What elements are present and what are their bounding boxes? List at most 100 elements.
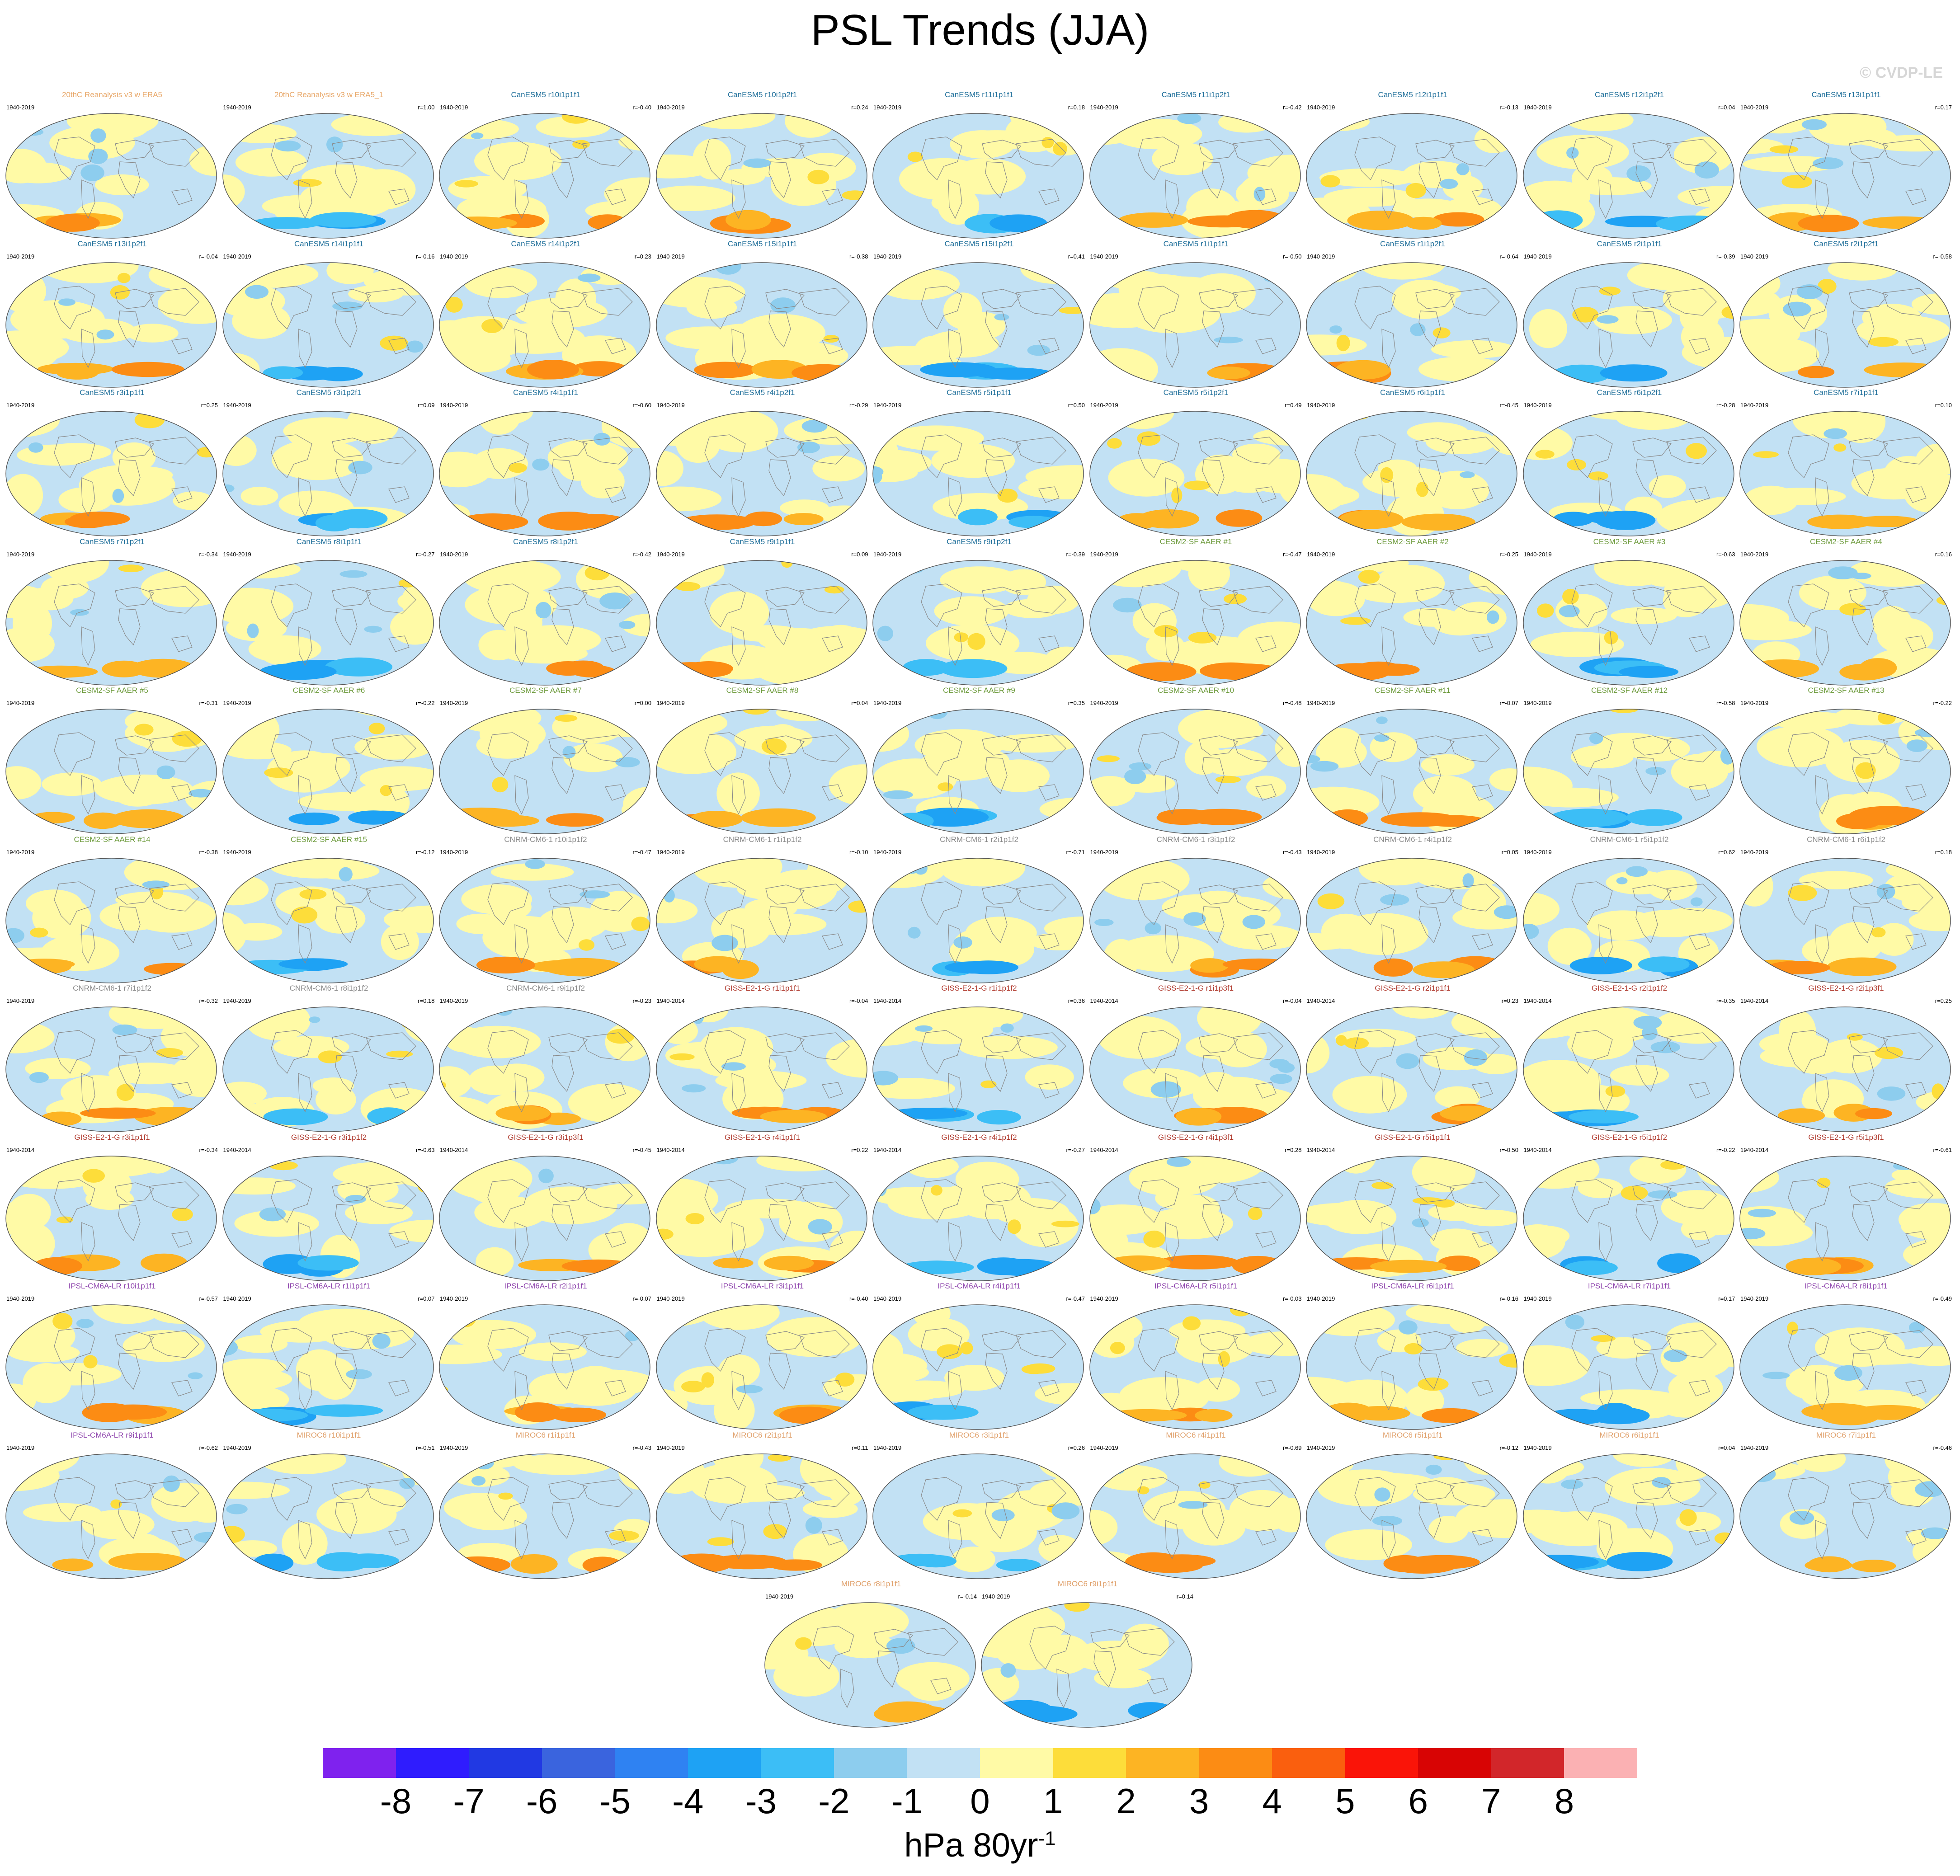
trend-patch <box>1828 566 1858 579</box>
coastline <box>81 179 95 219</box>
coastline <box>1472 1082 1493 1099</box>
map-panel: GISS-E2-1-G r2i1p1f2 1940-2014 r=-0.35 <box>1522 984 1737 1136</box>
trend-patch <box>1374 734 1390 742</box>
panel-correlation: r=-0.12 <box>1499 1444 1518 1451</box>
coastline <box>1815 1222 1829 1261</box>
coastline <box>1852 1204 1875 1241</box>
coastline <box>1688 784 1710 801</box>
trend-patch <box>476 956 535 973</box>
trend-patch <box>1757 725 1844 767</box>
trend-patch <box>757 638 854 678</box>
coastline <box>551 310 574 348</box>
coastline <box>388 1082 410 1099</box>
panel-title: CESM2-SF AAER #13 <box>1808 686 1885 695</box>
coastline <box>1418 161 1441 199</box>
trend-patch <box>561 1259 635 1273</box>
colorbar-tick-label: -6 <box>526 1781 558 1821</box>
coastline <box>1666 734 1717 762</box>
panel-correlation: r=-0.25 <box>1499 550 1518 558</box>
panel-period: 1940-2019 <box>1523 1295 1552 1302</box>
coastline <box>982 1331 1022 1351</box>
panel-period: 1940-2019 <box>1740 1444 1769 1451</box>
map-panel: CNRM-CM6-1 r8i1p1f2 1940-2019 r=0.18 <box>221 984 437 1136</box>
trend-patch <box>487 323 585 354</box>
coastline <box>548 140 588 160</box>
trend-patch <box>110 1499 122 1509</box>
trend-patch <box>471 132 484 139</box>
trend-map <box>1089 113 1301 239</box>
trend-patch <box>562 746 576 758</box>
map-panel: GISS-E2-1-G r5i1p3f1 1940-2014 r=-0.61 <box>1739 1133 1954 1285</box>
coastline <box>487 1179 529 1223</box>
map-outline <box>5 1006 217 1132</box>
coastline <box>731 1519 746 1559</box>
coastline <box>1815 1371 1829 1411</box>
trend-patch <box>1862 216 1943 229</box>
map-panel: CanESM5 r2i1p2f1 1940-2019 r=-0.58 <box>1739 240 1954 391</box>
map-outline <box>1089 113 1301 239</box>
coastline <box>388 1231 410 1248</box>
trend-patch <box>1420 815 1487 827</box>
panel-period: 1940-2019 <box>6 997 35 1004</box>
trend-patch <box>1110 1342 1125 1354</box>
coastline <box>1415 884 1455 905</box>
coastline <box>1598 328 1613 368</box>
map-outline <box>5 560 217 686</box>
trend-patch <box>1340 616 1371 625</box>
trend-patch <box>83 1355 98 1368</box>
coastline <box>821 1380 843 1396</box>
trend-map <box>655 857 867 983</box>
coastline <box>1598 1222 1613 1261</box>
trend-patch <box>1839 602 1866 616</box>
trend-patch <box>1106 1255 1170 1271</box>
colorbar-swatch <box>396 1748 469 1778</box>
trend-patch <box>297 792 396 811</box>
coastline <box>54 732 95 776</box>
map-outline <box>222 262 434 388</box>
trend-patch <box>1124 769 1146 785</box>
trend-patch <box>725 210 771 230</box>
coastline <box>171 1231 193 1248</box>
coastline <box>1038 1082 1060 1099</box>
panel-period: 1940-2019 <box>6 848 35 856</box>
coastline <box>821 1082 843 1099</box>
trend-patch <box>1432 327 1451 339</box>
coastline <box>1418 1353 1441 1390</box>
coastline <box>1354 1476 1396 1521</box>
trend-patch <box>1097 858 1190 900</box>
trend-patch <box>1836 813 1881 829</box>
panel-period: 1940-2019 <box>1740 104 1769 111</box>
trend-patch <box>348 461 372 475</box>
trend-patch <box>1682 1197 1734 1235</box>
coastline <box>81 924 95 964</box>
coastline <box>1852 161 1875 199</box>
coastline <box>1164 924 1179 964</box>
trend-patch <box>42 772 102 796</box>
trend-patch <box>1547 927 1592 965</box>
trend-patch <box>1569 956 1632 974</box>
trend-patch <box>1638 956 1690 972</box>
colorbar-tick-label: -1 <box>891 1781 923 1821</box>
trend-patch <box>1655 215 1730 232</box>
trend-patch <box>625 1330 640 1341</box>
trend-patch <box>770 297 796 313</box>
trend-patch <box>1182 1508 1245 1546</box>
trend-patch <box>1102 939 1139 979</box>
trend-map <box>222 857 434 983</box>
panel-correlation: r=-0.42 <box>632 550 651 558</box>
coastline <box>1632 1033 1672 1053</box>
panel-title: IPSL-CM6A-LR r10i1p1f1 <box>68 1282 156 1290</box>
coastline <box>1381 1222 1396 1261</box>
map-outline <box>5 857 217 983</box>
panel-period: 1940-2019 <box>1523 104 1552 111</box>
trend-map <box>222 262 434 388</box>
coastline <box>548 1331 588 1351</box>
trend-map <box>439 1453 650 1579</box>
trend-patch <box>1503 560 1515 566</box>
trend-patch <box>291 906 317 923</box>
trend-patch <box>1399 1320 1418 1335</box>
trend-patch <box>1000 1023 1014 1033</box>
trend-patch <box>1877 617 1934 654</box>
coastline <box>605 1082 626 1099</box>
map-outline <box>439 1453 650 1579</box>
